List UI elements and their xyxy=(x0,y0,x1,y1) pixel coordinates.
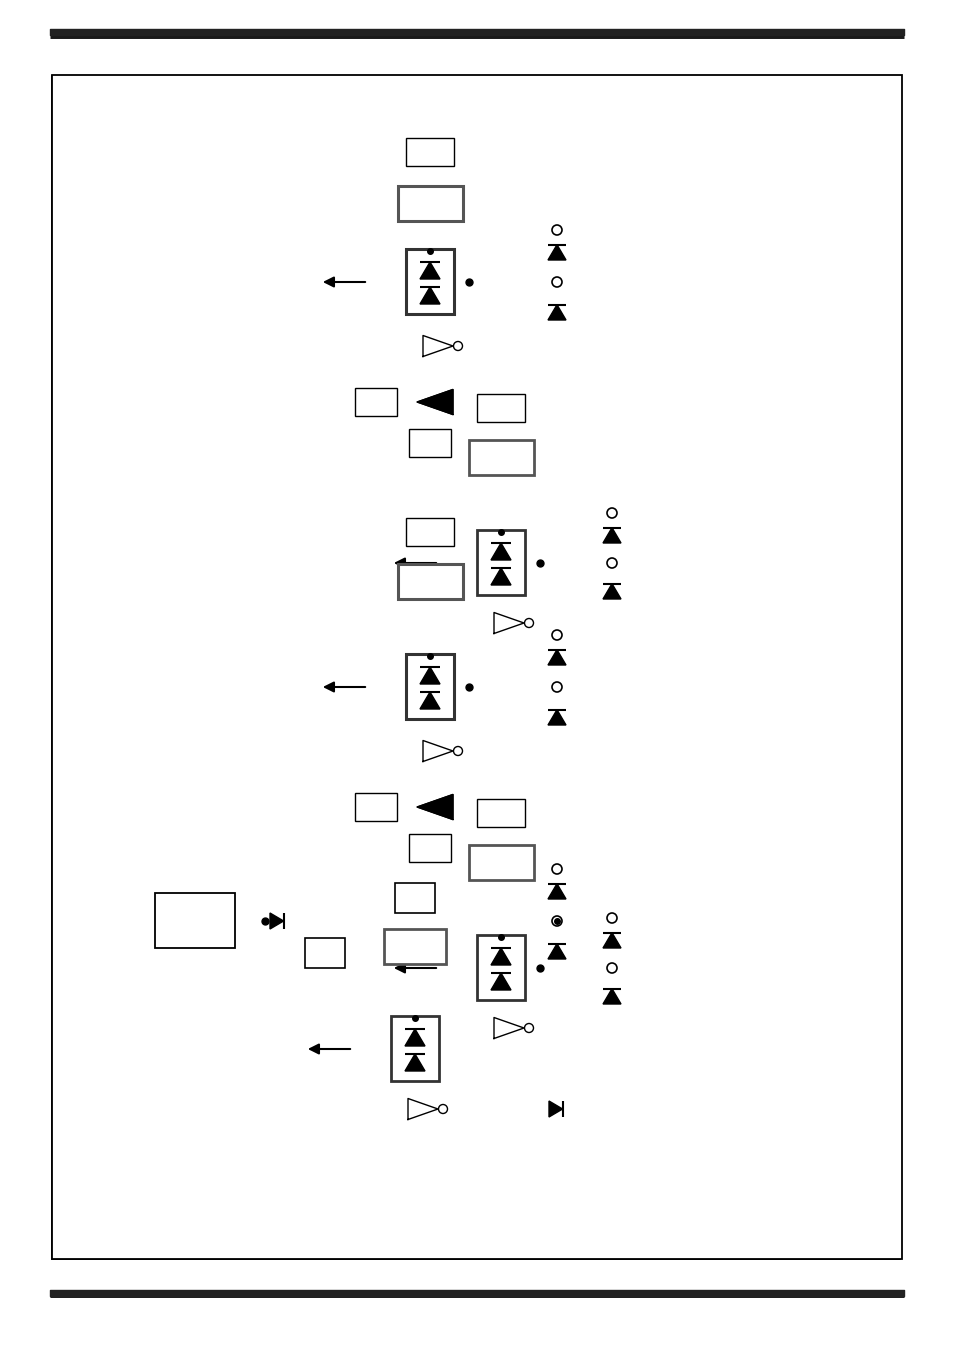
Polygon shape xyxy=(419,286,439,304)
Bar xyxy=(384,929,446,965)
Polygon shape xyxy=(419,667,439,684)
Polygon shape xyxy=(405,1054,424,1071)
Polygon shape xyxy=(548,1101,562,1117)
Polygon shape xyxy=(491,543,511,561)
Bar xyxy=(355,388,396,416)
Polygon shape xyxy=(494,1017,523,1039)
Bar xyxy=(52,76,901,1259)
Bar xyxy=(476,798,524,827)
Bar xyxy=(355,793,396,821)
Polygon shape xyxy=(602,528,620,543)
Bar xyxy=(476,935,524,1000)
Polygon shape xyxy=(547,944,565,959)
Polygon shape xyxy=(422,740,453,762)
Bar xyxy=(406,517,454,546)
Polygon shape xyxy=(602,584,620,598)
Polygon shape xyxy=(405,1029,424,1046)
Bar xyxy=(52,76,899,1259)
Polygon shape xyxy=(419,262,439,280)
Bar xyxy=(305,938,345,969)
Polygon shape xyxy=(602,989,620,1004)
Polygon shape xyxy=(602,932,620,948)
Bar xyxy=(406,249,454,313)
Bar xyxy=(345,382,476,467)
Bar xyxy=(391,1016,438,1081)
Polygon shape xyxy=(547,650,565,665)
Polygon shape xyxy=(491,948,511,965)
Polygon shape xyxy=(270,913,283,929)
Polygon shape xyxy=(547,709,565,725)
Bar xyxy=(476,394,524,422)
Bar xyxy=(406,654,454,719)
Bar xyxy=(409,430,451,457)
Polygon shape xyxy=(419,692,439,709)
Bar xyxy=(409,834,451,862)
Bar xyxy=(469,844,534,880)
Bar xyxy=(154,893,234,948)
Bar xyxy=(406,138,454,166)
Polygon shape xyxy=(547,884,565,898)
Polygon shape xyxy=(491,567,511,585)
Polygon shape xyxy=(547,305,565,320)
Polygon shape xyxy=(547,245,565,259)
Polygon shape xyxy=(416,389,453,415)
Polygon shape xyxy=(422,335,453,357)
Polygon shape xyxy=(408,1098,437,1120)
Bar xyxy=(397,563,462,598)
Polygon shape xyxy=(491,973,511,990)
Bar xyxy=(469,440,534,476)
Bar xyxy=(345,788,476,871)
Polygon shape xyxy=(494,612,523,634)
Polygon shape xyxy=(416,794,453,820)
Bar xyxy=(395,884,435,913)
Bar xyxy=(397,186,462,222)
Bar xyxy=(476,530,524,594)
